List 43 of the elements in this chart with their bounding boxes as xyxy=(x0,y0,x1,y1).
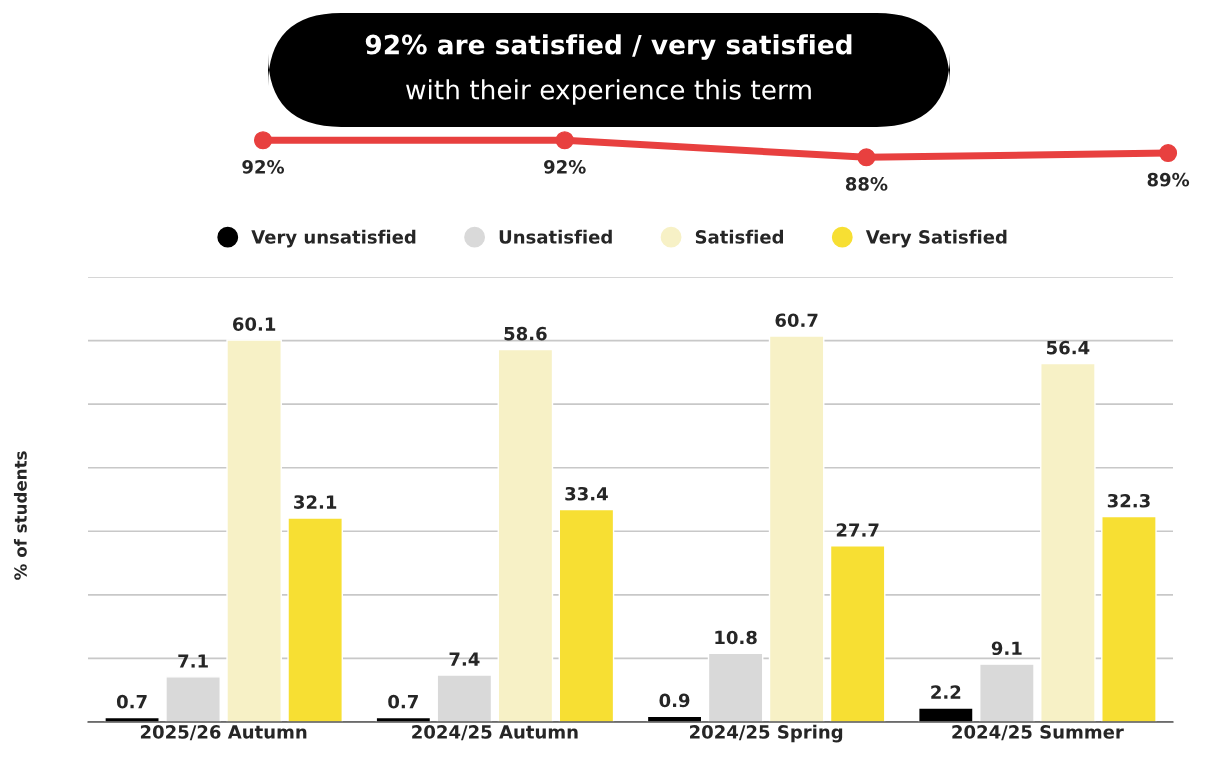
x-tick-label: 2024/25 Spring xyxy=(690,724,843,743)
bar xyxy=(226,339,282,722)
y-axis-title: % of students xyxy=(13,451,27,580)
data-label: 32.3 xyxy=(1107,493,1150,508)
chart-subtitle: with their experience this term xyxy=(406,79,811,105)
bar xyxy=(829,545,886,722)
data-label: 9.1 xyxy=(991,641,1022,656)
bar xyxy=(1040,362,1096,722)
bar xyxy=(979,663,1035,722)
data-label: 7.4 xyxy=(449,652,480,666)
data-label: 92% xyxy=(242,160,285,174)
data-label: 33.4 xyxy=(565,486,608,501)
data-label: 89% xyxy=(1147,172,1190,187)
bar xyxy=(287,517,343,722)
data-label: 88% xyxy=(845,177,888,191)
data-label: 27.7 xyxy=(836,523,879,537)
bar xyxy=(558,508,615,722)
bar xyxy=(165,676,221,722)
bar xyxy=(1101,515,1157,722)
legend-label: Satisfied xyxy=(695,229,783,244)
data-label: 0.9 xyxy=(659,693,690,708)
bar xyxy=(436,674,493,722)
data-label: 7.1 xyxy=(178,654,208,668)
bar xyxy=(497,348,554,722)
x-tick-label: 2024/25 Summer xyxy=(952,725,1124,741)
legend-label: Very unsatisfied xyxy=(251,229,416,248)
legend-label: Very Satisfied xyxy=(865,229,1007,248)
legend-label: Unsatisfied xyxy=(499,229,612,244)
data-label: 10.8 xyxy=(715,630,757,645)
bar xyxy=(707,652,764,722)
x-tick-label: 2025/26 Autumn xyxy=(140,725,307,741)
data-label: 60.7 xyxy=(775,313,818,328)
x-tick-label: 2024/25 Autumn xyxy=(412,725,578,741)
bar xyxy=(768,335,825,722)
data-label: 56.4 xyxy=(1047,340,1090,355)
data-label: 2.2 xyxy=(931,685,961,699)
data-label: 58.6 xyxy=(504,326,547,341)
chart-title: 92% are satisfied / very satisfied xyxy=(365,34,852,60)
data-label: 0.7 xyxy=(116,694,147,709)
data-label: 0.7 xyxy=(388,694,418,709)
data-label: 92% xyxy=(544,160,586,174)
data-label: 32.1 xyxy=(294,495,337,509)
data-label: 60.1 xyxy=(232,317,276,331)
